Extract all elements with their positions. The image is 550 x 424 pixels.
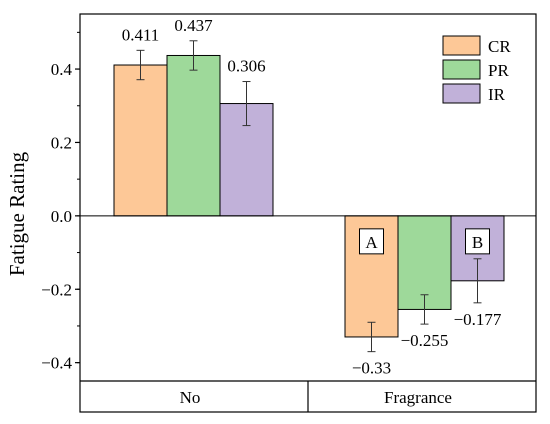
category-label: Fragrance (384, 388, 452, 407)
annotation-label: B (472, 233, 483, 252)
legend-label-CR: CR (488, 37, 511, 56)
bar-PR-Fragrance (397, 215, 452, 310)
y-tick-label: −0.2 (41, 280, 72, 299)
y-axis-title: Fatigue Rating (5, 151, 29, 276)
legend-label-IR: IR (488, 85, 506, 104)
data-label: −0.33 (352, 359, 391, 378)
annotation-box (359, 228, 384, 255)
data-label: −0.177 (454, 310, 502, 329)
legend-swatch-CR (442, 35, 481, 56)
bar-PR-No (166, 54, 221, 217)
category-label: No (180, 388, 201, 407)
legend-swatch-IR (442, 83, 481, 104)
data-label: −0.255 (401, 331, 449, 350)
annotation-label: A (365, 233, 378, 252)
y-tick-label: −0.4 (41, 354, 72, 373)
legend-label-PR: PR (488, 61, 509, 80)
annotation-box (465, 228, 490, 255)
bar-CR-No (113, 64, 168, 217)
y-tick-label: 0.4 (51, 60, 73, 79)
legend-swatch-PR (442, 59, 481, 80)
data-label: 0.306 (227, 57, 265, 76)
y-tick-label: 0.0 (51, 207, 72, 226)
data-label: 0.411 (122, 25, 160, 44)
y-tick-label: 0.2 (51, 133, 72, 152)
data-label: 0.437 (174, 16, 213, 35)
